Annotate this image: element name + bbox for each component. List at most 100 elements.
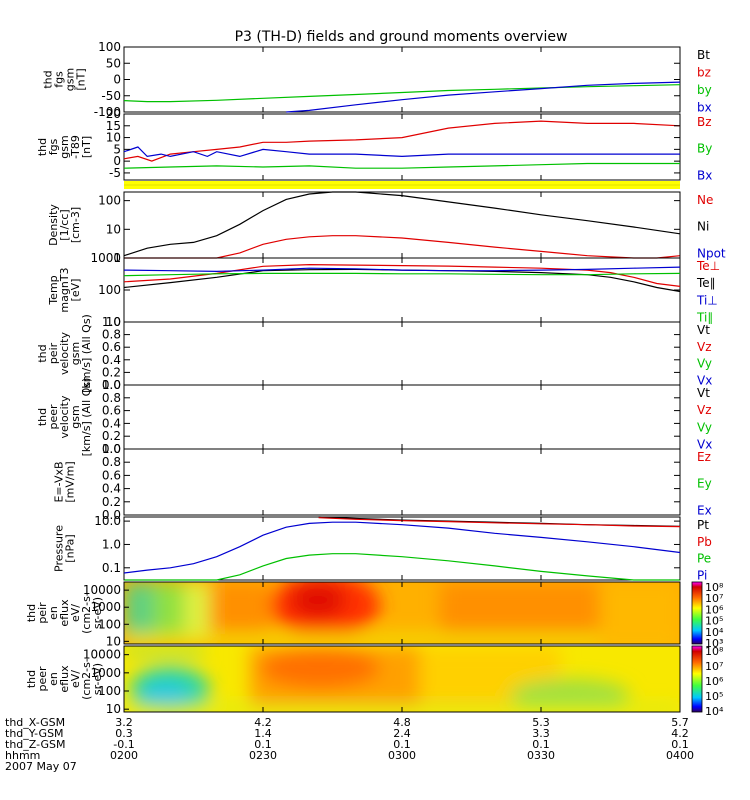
legend-Ex: Ex [697, 503, 712, 517]
y-tick-label: 0.4 [102, 353, 121, 367]
series-line-Bx [123, 146, 680, 158]
legend-Vz: Vz [697, 340, 712, 354]
y-tick-label: 0.2 [102, 495, 121, 509]
y-tick-label: 1.0 [102, 378, 121, 392]
ephemeris-row-label: hhmm [5, 749, 40, 762]
series-line-Te [123, 268, 681, 293]
series-line-Pb [318, 517, 681, 528]
y-tick-label: 1000 [90, 666, 121, 680]
ephemeris-value: 0300 [388, 749, 416, 762]
y-axis-label: fgs [53, 71, 66, 88]
y-axis-label: gsm [58, 135, 71, 158]
y-tick-label: -50 [101, 89, 121, 103]
y-tick-label: 1.0 [102, 537, 121, 551]
spectrogram-peer [124, 646, 680, 712]
y-axis-label: [nT] [75, 68, 88, 90]
y-axis-label: Temp [47, 275, 60, 305]
y-axis-label: [nT] [80, 136, 93, 158]
y-axis-label: peer [47, 404, 60, 430]
legend-Bt: Bt [697, 48, 710, 62]
legend-by: by [697, 83, 712, 97]
colorbar-tick-label: 10⁸ [705, 581, 724, 594]
y-tick-label: 0 [113, 154, 121, 168]
legend-Pe: Pe [697, 552, 711, 566]
legend-Vt: Vt [697, 386, 710, 400]
y-axis-label: [1/cc] [58, 209, 71, 240]
legend-Te∥: Te∥ [696, 276, 716, 290]
ephemeris-value: 0200 [110, 749, 138, 762]
ephemeris-row-label: thd_X-GSM [5, 716, 65, 729]
colorbar [691, 645, 703, 713]
y-tick-label: 0 [113, 73, 121, 87]
y-tick-label: 0.6 [102, 468, 121, 482]
y-tick-label: 0.6 [102, 404, 121, 418]
y-axis-label: thd [25, 604, 38, 622]
y-axis-label: thd [42, 70, 55, 88]
y-axis-label: [nPa] [64, 534, 77, 562]
legend-Te⊥: Te⊥ [696, 259, 720, 273]
ephemeris-row-label: thd_Y-GSM [5, 727, 64, 740]
ephemeris-row-label: thd_Z-GSM [5, 738, 65, 751]
legend-Ey: Ey [697, 477, 712, 491]
legend-Bx: Bx [697, 168, 712, 182]
y-axis-label: thd [36, 138, 49, 156]
y-axis-label: [eV] [69, 279, 82, 302]
y-tick-label: 1 [113, 251, 121, 265]
ephemeris-value: 0.1 [254, 738, 272, 751]
colorbar-tick-label: 10⁶ [705, 675, 724, 688]
panel-frame [123, 46, 681, 113]
ephemeris-value: 4.2 [671, 727, 689, 740]
legend-Ti⊥: Ti⊥ [696, 293, 718, 307]
y-tick-label: 0.6 [102, 340, 121, 354]
y-tick-label: -100 [94, 105, 121, 119]
y-axis-label: en [47, 672, 60, 686]
y-tick-label: 20 [106, 107, 121, 121]
y-tick-label: 1000 [90, 600, 121, 614]
y-axis-label: eV/ [69, 670, 82, 688]
y-axis-label: [mV/m] [64, 461, 77, 502]
y-tick-label: 0.8 [102, 455, 121, 469]
y-tick-label: -5 [109, 166, 121, 180]
series-line-Pe [124, 553, 680, 581]
panel-pressure: 10.0 1.0 0.1 Pressure[nPa] Pt Pb Pe Pi [53, 514, 712, 582]
y-axis-label: [km/s] (All Qs) [80, 314, 93, 393]
y-axis-label: magnT3 [58, 267, 71, 312]
y-axis-label: thd [36, 408, 49, 426]
colorbar-tick-label: 10⁴ [705, 705, 724, 718]
series-line-Tipar [123, 272, 681, 277]
legend-Ez: Ez [697, 450, 711, 464]
y-tick-label: 100 [98, 617, 121, 631]
y-tick-label: 10.0 [94, 514, 121, 528]
legend-By: By [697, 142, 712, 156]
y-tick-label: 10000 [83, 648, 121, 662]
ephemeris-value: 4.8 [393, 716, 411, 729]
colorbar-tick-label: 10⁷ [705, 592, 723, 605]
ephemeris-value: 5.7 [671, 716, 689, 729]
y-axis-label: gsm [69, 342, 82, 365]
y-tick-label: 10 [106, 702, 121, 716]
y-axis-label: sr-eV) [91, 597, 104, 629]
panel-frame [123, 257, 681, 323]
ephemeris-value: -0.1 [113, 738, 134, 751]
y-axis-label: velocity [58, 395, 71, 438]
legend-Vy: Vy [697, 420, 712, 434]
y-axis-label: peer [36, 666, 49, 692]
y-axis-label: fgs [47, 138, 60, 155]
y-axis-label: en [47, 606, 60, 620]
y-tick-label: 10 [106, 131, 121, 145]
y-axis-label: sr-eV) [91, 663, 104, 695]
legend-Pt: Pt [697, 518, 709, 532]
y-tick-label: 0.4 [102, 482, 121, 496]
y-tick-label: 10 [106, 315, 121, 329]
colorbar-tick-label: 10³ [705, 637, 723, 650]
y-tick-label: 0.8 [102, 328, 121, 342]
y-tick-label: 1.0 [102, 442, 121, 456]
y-tick-label: 0.4 [102, 416, 121, 430]
ephemeris-value: 0.1 [393, 738, 411, 751]
y-tick-label: 0.2 [102, 429, 121, 443]
